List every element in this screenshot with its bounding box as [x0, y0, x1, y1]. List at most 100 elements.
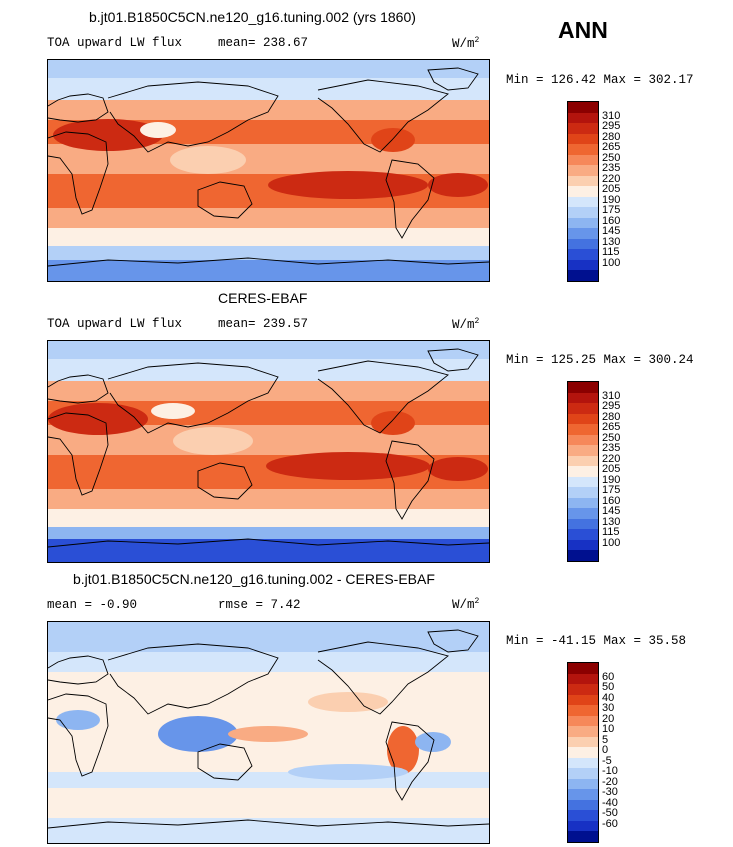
p3-coastlines: [48, 629, 489, 829]
p1-coast-north-america: [317, 79, 449, 153]
colorbar-label: 220: [602, 452, 621, 465]
p2-patch-4: [173, 427, 253, 455]
colorbar-swatch: [568, 497, 598, 508]
panel3-mean: mean = -0.90: [47, 598, 138, 612]
p3-coast-south-america: [385, 721, 435, 801]
colorbar-swatch: [568, 434, 598, 445]
p1-patch-1: [53, 119, 163, 151]
p3-patch-2: [56, 710, 100, 730]
p1-band-9: [48, 246, 489, 260]
p2-coastlines: [48, 348, 489, 548]
colorbar-label: 5: [602, 733, 609, 746]
colorbar-swatch: [568, 799, 598, 810]
colorbar-label: 30: [602, 702, 615, 714]
p3-coast-africa: [48, 693, 109, 777]
p2-coast-europe: [48, 374, 109, 404]
colorbar-label: 295: [602, 120, 621, 132]
colorbar-label: 20: [602, 712, 615, 725]
colorbar-swatch: [568, 175, 598, 186]
colorbar-swatch: [568, 820, 598, 831]
p2-patch-5: [151, 403, 195, 419]
p1-coastlines: [48, 67, 489, 267]
panel2-map-svg: [48, 341, 489, 562]
colorbar-swatch: [568, 705, 598, 716]
colorbar-swatch: [568, 228, 598, 239]
colorbar-swatch: [568, 196, 598, 207]
colorbar-swatch: [568, 747, 598, 758]
panel3-title: b.jt01.B1850C5CN.ne120_g16.tuning.002 - …: [73, 571, 435, 587]
p3-patch-6: [288, 764, 408, 780]
colorbar-label: -40: [602, 796, 618, 809]
panel3-colorbar: [567, 662, 599, 843]
p3-patch-7: [308, 692, 388, 712]
colorbar-swatch: [568, 455, 598, 466]
units-exponent: 2: [474, 317, 480, 326]
p3-coast-europe: [48, 655, 109, 685]
p3-patch-4: [387, 726, 419, 774]
colorbar-swatch: [568, 550, 598, 561]
p1-band-1: [48, 60, 489, 78]
colorbar-label: 205: [602, 463, 621, 475]
colorbar-label: 145: [602, 505, 621, 517]
panel1-map: [47, 59, 490, 282]
p1-band-10: [48, 260, 489, 281]
colorbar-label: 0: [602, 744, 609, 756]
p1-coast-antarctica: [48, 257, 489, 267]
colorbar-label: 280: [602, 410, 621, 423]
colorbar-label: 250: [602, 431, 621, 444]
p2-patch-3: [428, 457, 488, 481]
panel1-title: b.jt01.B1850C5CN.ne120_g16.tuning.002 (y…: [89, 9, 416, 25]
p1-patch-5: [140, 122, 176, 138]
colorbar-swatch: [568, 259, 598, 270]
p3-coast-australia: [197, 743, 253, 781]
p2-band-10: [48, 539, 489, 562]
colorbar-label: 115: [602, 246, 620, 258]
colorbar-swatch: [568, 476, 598, 487]
p1-patch-2: [268, 171, 428, 199]
colorbar-label: 220: [602, 172, 621, 185]
units-exponent: 2: [474, 36, 480, 45]
colorbar-label: 60: [602, 670, 615, 683]
colorbar-swatch: [568, 133, 598, 144]
colorbar-label: 205: [602, 183, 621, 195]
colorbar-swatch: [568, 144, 598, 155]
colorbar-swatch: [568, 726, 598, 737]
colorbar-label: 175: [602, 204, 621, 216]
p3-patch-3: [228, 726, 308, 742]
colorbar-label: 310: [602, 389, 621, 402]
colorbar-swatch: [568, 673, 598, 684]
colorbar-swatch: [568, 529, 598, 540]
p2-coast-south-america: [385, 440, 435, 520]
panel2-mean: mean= 239.57: [218, 317, 309, 331]
p2-coast-antarctica: [48, 538, 489, 548]
p2-patch-6: [371, 411, 415, 435]
p2-coast-australia: [197, 462, 253, 500]
colorbar-swatch: [568, 165, 598, 176]
p2-band-1: [48, 341, 489, 359]
p1-coast-asia: [107, 81, 279, 153]
p1-band-2: [48, 78, 489, 100]
colorbar-label: -10: [602, 765, 618, 777]
p3-band-2: [48, 652, 489, 672]
p1-band-3: [48, 100, 489, 120]
colorbar-swatch: [568, 424, 598, 435]
colorbar-label: 50: [602, 681, 615, 693]
colorbar-swatch: [568, 684, 598, 695]
colorbar-swatch: [568, 154, 598, 165]
colorbar-swatch: [568, 518, 598, 529]
p3-coast-antarctica: [48, 819, 489, 829]
colorbar-label: 295: [602, 400, 621, 412]
colorbar-label: 310: [602, 109, 621, 122]
p2-coast-north-america: [317, 360, 449, 434]
colorbar-swatch: [568, 539, 598, 550]
panel1-variable: TOA upward LW flux: [47, 36, 183, 50]
colorbar-swatch: [568, 249, 598, 260]
panel2-map: [47, 340, 490, 563]
units-base: W/m: [452, 37, 475, 52]
p3-coast-greenland: [427, 629, 479, 653]
colorbar-swatch: [568, 778, 598, 789]
p2-band-6: [48, 455, 489, 489]
colorbar-label: 175: [602, 484, 621, 496]
colorbar-swatch: [568, 508, 598, 519]
colorbar-label: 130: [602, 235, 621, 248]
